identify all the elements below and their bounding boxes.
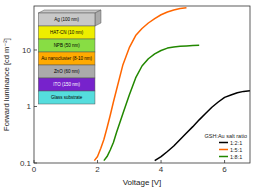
stack-label: NPB (50 nm) xyxy=(54,43,81,48)
x-tick-label: 0 xyxy=(32,165,37,174)
legend-swatch xyxy=(219,156,228,158)
y-tick xyxy=(34,49,37,50)
y-tick xyxy=(34,163,37,164)
series-line xyxy=(94,8,186,161)
stack-top-face xyxy=(38,10,101,13)
x-tick-label: 4 xyxy=(159,165,164,174)
stack-label: HAT-CN (10 nm) xyxy=(50,30,84,35)
stack-layer xyxy=(38,78,95,91)
x-tick xyxy=(161,160,162,163)
y-tick-label: 10 xyxy=(22,46,31,55)
legend-label: 1:8:1 xyxy=(230,154,242,160)
stack-label: Ag (100 nm) xyxy=(54,17,79,22)
y-axis-label: Forward luminance [cd m⁻²] xyxy=(2,38,11,131)
lines xyxy=(94,8,250,161)
y-tick-label: 0.1 xyxy=(20,159,32,168)
stack-side-face xyxy=(95,10,101,26)
legend-swatch xyxy=(219,149,228,151)
chart: Ag (100 nm) HAT-CN (10 nm) NPB (50 nm) Au n… xyxy=(0,0,256,189)
stack-layer xyxy=(38,39,95,52)
x-tick xyxy=(34,160,35,163)
series-line xyxy=(104,45,199,160)
y-tick-label: 1 xyxy=(27,102,32,111)
stack-label: ZnO (60 nm) xyxy=(54,69,80,74)
legend-label: 1:5:1 xyxy=(230,147,242,153)
stack-layer xyxy=(38,91,95,104)
device-stack: Ag (100 nm) HAT-CN (10 nm) NPB (50 nm) Au n… xyxy=(38,10,101,104)
legend-label: 1:2:1 xyxy=(230,140,242,146)
stack-label: ITO (150 nm) xyxy=(53,82,80,87)
x-tick-label: 6 xyxy=(222,165,227,174)
x-axis-label: Voltage [V] xyxy=(123,178,162,187)
legend-title: GSH:Au salt ratio xyxy=(205,133,248,139)
x-tick xyxy=(97,160,98,163)
stack-label: Glass substrate xyxy=(51,95,83,100)
legend: GSH:Au salt ratio1:2:11:5:11:8:1 xyxy=(205,133,248,160)
plot-frame xyxy=(34,6,250,163)
legend-swatch xyxy=(219,142,228,144)
y-tick xyxy=(34,106,37,107)
x-tick-label: 2 xyxy=(95,165,100,174)
stack-layer xyxy=(38,65,95,78)
x-tick xyxy=(224,160,225,163)
series-line xyxy=(155,91,250,161)
stack-layer xyxy=(38,13,95,26)
stack-label: Au nanocluster (8-10 nm) xyxy=(41,56,92,61)
stack-layer xyxy=(38,52,95,65)
stack-layer xyxy=(38,26,95,39)
